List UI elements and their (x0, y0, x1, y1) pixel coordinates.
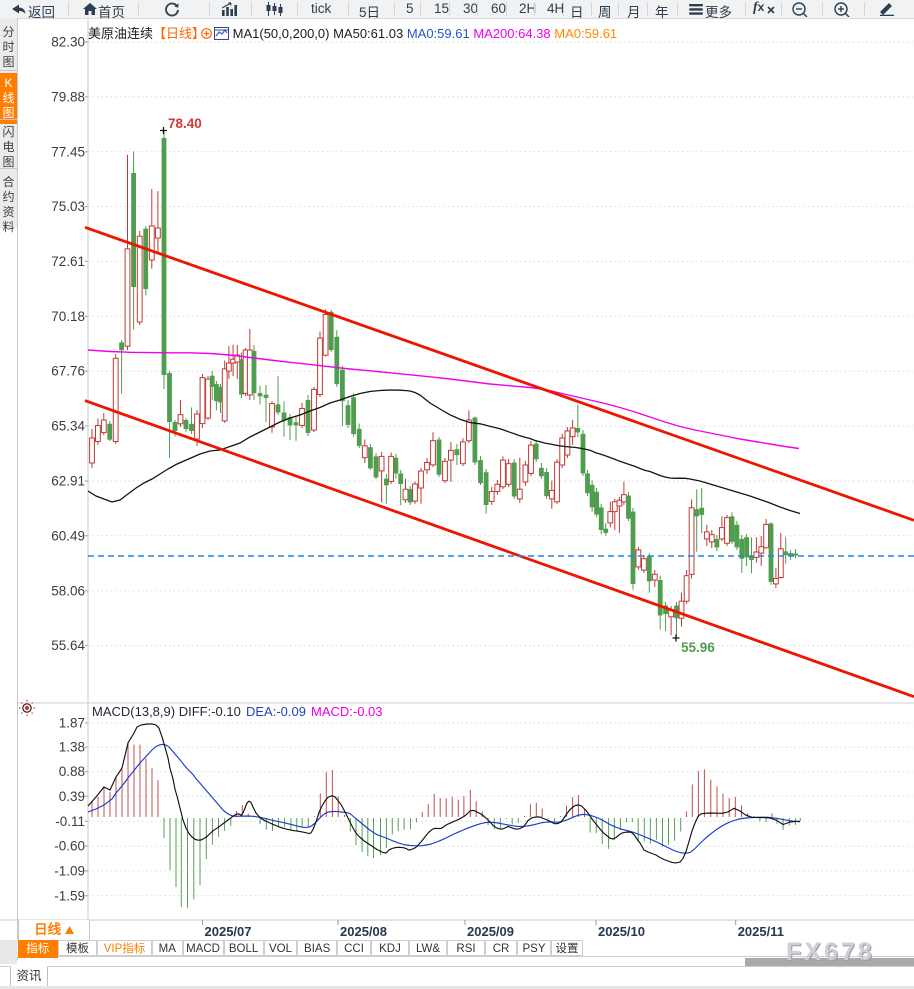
svg-text:55.96: 55.96 (681, 640, 715, 655)
svg-text:2025/11: 2025/11 (738, 924, 784, 939)
svg-text:2025/09: 2025/09 (467, 924, 514, 939)
svg-text:1.38: 1.38 (59, 740, 85, 755)
svg-text:78.40: 78.40 (168, 116, 202, 131)
svg-text:82.30: 82.30 (51, 35, 85, 50)
svg-text:-1.59: -1.59 (54, 888, 85, 903)
svg-text:58.06: 58.06 (51, 583, 85, 598)
svg-text:79.88: 79.88 (51, 89, 85, 104)
svg-text:60.49: 60.49 (51, 528, 85, 543)
svg-text:75.03: 75.03 (51, 199, 85, 214)
svg-text:67.76: 67.76 (51, 364, 85, 379)
svg-text:62.91: 62.91 (51, 474, 85, 489)
svg-text:1.87: 1.87 (59, 715, 85, 730)
svg-text:-0.60: -0.60 (54, 839, 85, 854)
svg-text:0.39: 0.39 (59, 789, 85, 804)
svg-text:55.64: 55.64 (51, 638, 85, 653)
svg-text:-1.09: -1.09 (54, 863, 85, 878)
svg-text:70.18: 70.18 (51, 309, 85, 324)
svg-text:2025/07: 2025/07 (205, 924, 252, 939)
svg-text:2025/08: 2025/08 (340, 924, 387, 939)
svg-text:72.61: 72.61 (51, 254, 85, 269)
svg-text:0.88: 0.88 (59, 764, 85, 779)
svg-text:77.45: 77.45 (51, 144, 85, 159)
svg-text:-0.11: -0.11 (55, 814, 85, 829)
svg-text:65.34: 65.34 (51, 419, 85, 434)
svg-text:DEA:-0.09: DEA:-0.09 (246, 704, 306, 719)
svg-text:2025/10: 2025/10 (598, 924, 645, 939)
svg-text:MACD:-0.03: MACD:-0.03 (311, 704, 383, 719)
svg-text:MACD(13,8,9) DIFF:-0.10: MACD(13,8,9) DIFF:-0.10 (92, 704, 241, 719)
